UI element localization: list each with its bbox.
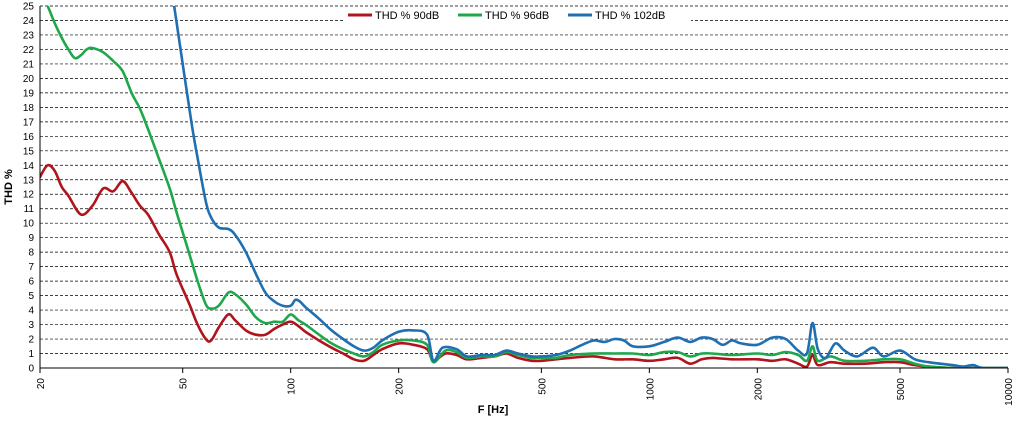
- x-axis-title: F [Hz]: [478, 404, 509, 416]
- y-tick-label: 19: [23, 88, 35, 99]
- legend-label: THD % 102dB: [595, 10, 665, 22]
- y-tick-label: 11: [24, 204, 35, 215]
- y-tick-label: 0: [28, 364, 34, 375]
- y-axis-title: THD %: [3, 169, 15, 205]
- y-tick-label: 3: [28, 320, 34, 331]
- series-line-3: [172, 6, 1008, 368]
- y-tick-label: 13: [23, 175, 35, 186]
- x-tick-label: 2000: [753, 378, 764, 401]
- y-tick-label: 1: [28, 349, 34, 360]
- y-tick-label: 2: [28, 335, 34, 346]
- y-tick-label: 24: [23, 16, 35, 27]
- y-tick-label: 5: [28, 291, 34, 302]
- grid-lines: [40, 5, 1008, 354]
- series-lines: [40, 6, 1008, 368]
- y-tick-label: 7: [28, 262, 34, 273]
- x-tick-label: 500: [537, 378, 548, 395]
- x-tick-labels: 20 50 100 200 500 1000 2000 5000 10000: [36, 368, 1015, 406]
- y-tick-label: 18: [23, 103, 35, 114]
- y-tick-label: 9: [28, 233, 34, 244]
- y-tick-label: 12: [23, 190, 35, 201]
- y-tick-label: 20: [23, 74, 35, 85]
- y-tick-label: 16: [23, 132, 35, 143]
- x-tick-label: 20: [36, 378, 47, 390]
- x-tick-label: 1000: [645, 378, 656, 401]
- legend-label: THD % 90dB: [375, 10, 439, 22]
- legend-background: [345, 7, 691, 24]
- y-tick-label: 25: [23, 2, 35, 13]
- x-tick-label: 5000: [896, 378, 907, 401]
- y-tick-label: 22: [23, 45, 35, 56]
- series-line-1: [40, 163, 1008, 368]
- y-tick-label: 21: [23, 59, 35, 70]
- y-tick-label: 23: [23, 30, 35, 41]
- legend-label: THD % 96dB: [485, 10, 549, 22]
- y-tick-label: 8: [28, 248, 34, 259]
- x-tick-label: 50: [179, 378, 190, 390]
- y-tick-label: 17: [23, 117, 35, 128]
- y-tick-labels: 0123456789101112131415161718192021222324…: [23, 2, 35, 375]
- y-tick-label: 14: [23, 161, 35, 172]
- x-tick-label: 200: [395, 378, 406, 395]
- y-tick-label: 6: [28, 277, 34, 288]
- x-tick-label: 100: [287, 378, 298, 395]
- x-tick-label: 10000: [1004, 378, 1015, 406]
- y-tick-label: 4: [28, 306, 34, 317]
- legend: THD % 90dB THD % 96dB THD % 102dB: [345, 7, 691, 24]
- series-line-2: [46, 6, 1008, 368]
- y-tick-label: 10: [23, 219, 35, 230]
- y-tick-label: 15: [23, 146, 35, 157]
